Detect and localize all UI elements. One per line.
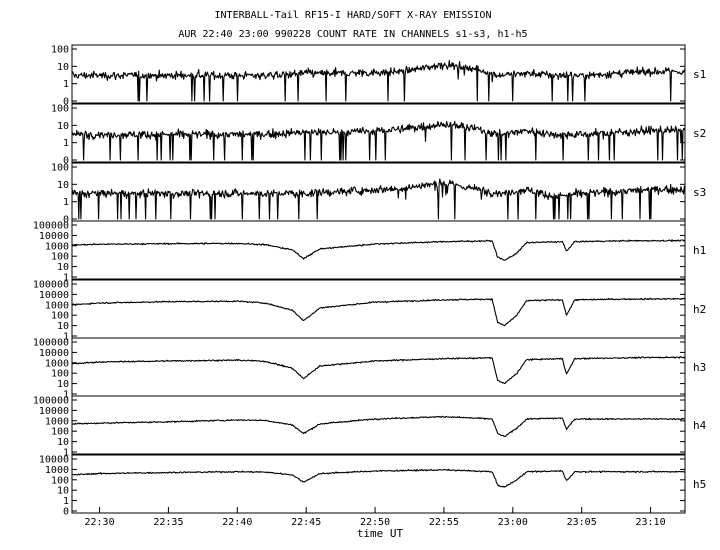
- ytick-label-h2: 100000: [33, 280, 69, 291]
- panel-frame-s1: [71, 44, 686, 104]
- series-label-h3: h3: [693, 361, 706, 374]
- ytick-label-h2: 100: [51, 311, 69, 322]
- ytick-label-s3: 0: [63, 215, 69, 226]
- xtick-label: 22:40: [222, 517, 252, 528]
- series-line-s3: [71, 178, 686, 220]
- xtick-label: 22:35: [153, 517, 183, 528]
- ytick-label-s1: 10: [57, 62, 69, 73]
- series-label-s3: s3: [693, 186, 706, 199]
- ytick-label-h2: 1: [63, 332, 69, 343]
- ytick-label-h3: 1: [63, 390, 69, 401]
- xtick-label: 22:45: [291, 517, 321, 528]
- ytick-label-h4: 100000: [33, 396, 69, 407]
- ytick-label-s3: 100: [51, 163, 69, 174]
- panel-frame-h5: [71, 454, 686, 514]
- ytick-label-s2: 10: [57, 121, 69, 132]
- ytick-label-h3: 10: [57, 379, 69, 390]
- ytick-label-s2: 100: [51, 104, 69, 115]
- ytick-label-h2: 10: [57, 321, 69, 332]
- series-line-h3: [71, 355, 686, 385]
- ytick-label-h1: 10: [57, 262, 69, 273]
- series-label-s1: s1: [693, 68, 706, 81]
- ytick-label-h5: 1: [63, 496, 69, 507]
- ytick-label-h1: 100000: [33, 221, 69, 232]
- panel-frame-h3: [71, 337, 686, 397]
- ytick-label-h3: 10000: [39, 348, 69, 359]
- ytick-label-s1: 0: [63, 97, 69, 108]
- series-line-s2: [71, 120, 686, 161]
- series-line-h5: [71, 468, 686, 488]
- ytick-label-h4: 10: [57, 437, 69, 448]
- series-label-s2: s2: [693, 127, 706, 140]
- ytick-label-s1: 1: [63, 79, 69, 90]
- series-line-s1: [71, 60, 686, 102]
- series-label-h2: h2: [693, 303, 706, 316]
- xtick-label: 22:50: [360, 517, 390, 528]
- series-line-h2: [71, 297, 686, 327]
- panel-frame-h2: [71, 279, 686, 339]
- panel-frame-h4: [71, 395, 686, 455]
- ytick-label-h5: 0: [63, 507, 69, 518]
- ytick-label-h4: 1000: [45, 416, 69, 427]
- ytick-label-h4: 1: [63, 448, 69, 459]
- ytick-label-h5: 10: [57, 486, 69, 497]
- ytick-label-h5: 1000: [45, 465, 69, 476]
- ytick-label-h1: 1000: [45, 241, 69, 252]
- chart-title: INTERBALL-Tail RF15-I HARD/SOFT X-RAY EM…: [215, 10, 492, 21]
- ytick-label-h3: 100: [51, 369, 69, 380]
- panel-frame-s2: [71, 103, 686, 163]
- ytick-label-s3: 10: [57, 180, 69, 191]
- series-line-h1: [71, 239, 686, 261]
- series-label-h5: h5: [693, 478, 706, 491]
- panels-group: 1001010s11001010s21001010s31000001000010…: [33, 44, 707, 518]
- ytick-label-h2: 10000: [39, 290, 69, 301]
- xtick-label: 23:05: [567, 517, 597, 528]
- ytick-label-s3: 1: [63, 197, 69, 208]
- ytick-label-h4: 10000: [39, 406, 69, 417]
- x-axis-label: time UT: [357, 527, 404, 540]
- xtick-label: 22:30: [84, 517, 114, 528]
- ytick-label-s2: 0: [63, 156, 69, 167]
- ytick-label-h1: 100: [51, 252, 69, 263]
- panel-frame-h1: [71, 220, 686, 280]
- ytick-label-h1: 1: [63, 273, 69, 284]
- ytick-label-h2: 1000: [45, 300, 69, 311]
- ytick-label-h4: 100: [51, 427, 69, 438]
- series-label-h1: h1: [693, 244, 706, 257]
- ytick-label-h5: 100: [51, 475, 69, 486]
- series-line-h4: [71, 415, 685, 437]
- chart-subtitle: AUR 22:40 23:00 990228 COUNT RATE IN CHA…: [178, 29, 527, 40]
- ytick-label-h5: 10000: [39, 455, 69, 466]
- time-axis: 22:30 22:35 22:40 22:45 22:50 22:55 23:00 23:05…: [84, 507, 666, 528]
- xtick-label: 22:55: [429, 517, 459, 528]
- ytick-label-s2: 1: [63, 138, 69, 149]
- ytick-label-h1: 10000: [39, 231, 69, 242]
- xtick-label: 23:00: [498, 517, 528, 528]
- ytick-label-h3: 100000: [33, 338, 69, 349]
- ytick-label-s1: 100: [51, 45, 69, 56]
- xtick-label: 23:10: [636, 517, 666, 528]
- ytick-label-h3: 1000: [45, 358, 69, 369]
- series-label-h4: h4: [693, 419, 707, 432]
